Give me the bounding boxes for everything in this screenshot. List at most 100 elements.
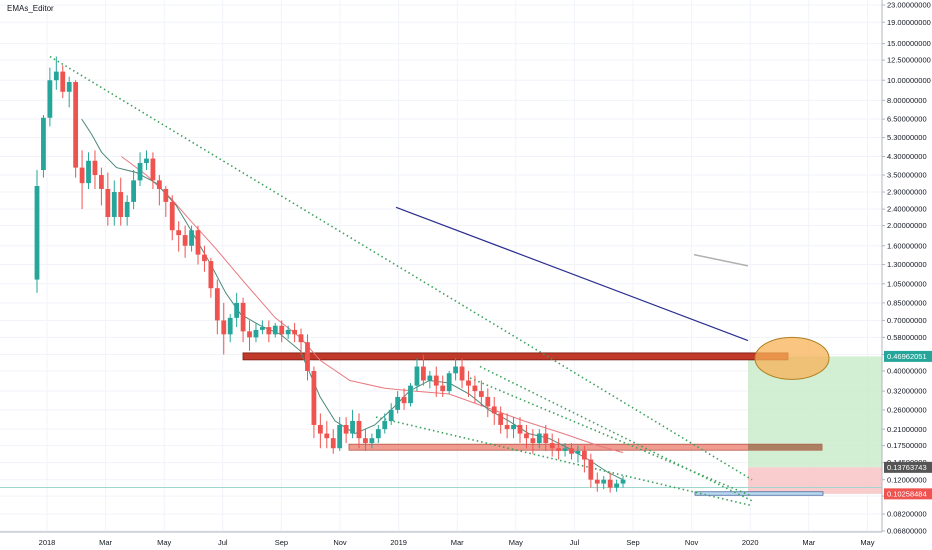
candle-body [556,448,562,451]
candle-body [421,366,426,381]
candle-body [588,459,594,480]
candle-body [330,438,336,449]
candle-body [350,420,355,434]
candle-body [111,192,117,217]
candle-body [260,327,265,330]
candle-body [356,420,362,439]
candle-body [73,82,79,168]
long-trend-line [395,206,749,342]
candle-body [614,483,619,488]
candle-body [53,71,59,81]
candle-body [536,433,542,444]
x-tick-label: 2019 [390,538,407,547]
low-box [694,491,824,496]
y-tick-label: 0.12000000 [887,475,927,484]
candle-body [549,443,555,449]
y-tick-label: 12.50000000 [887,56,931,65]
candle-body [182,235,188,246]
candle-body [369,438,375,444]
x-tick-label: Sep [626,538,639,547]
candle-body [208,261,214,289]
candle-body [195,230,201,255]
x-tick-label: 2018 [39,538,56,547]
indicator-label[interactable]: EMAs_Editor [7,4,54,13]
y-tick-label: 1.30000000 [887,260,927,269]
candle-body [401,396,407,404]
price-tag-label: 0.13763743 [887,463,927,472]
candle-body [47,80,53,118]
candle-body [575,450,581,454]
y-tick-label: 0.32000000 [887,387,927,396]
candle-body [305,342,310,371]
candle-body [99,175,104,189]
candle-body [156,180,162,189]
candle-body [124,201,130,217]
y-tick-label: 5.30000000 [887,133,927,142]
ema-slow-line [121,156,624,454]
candle-body [247,331,252,338]
y-tick-label: 0.21000000 [887,425,927,434]
candle-body [466,380,471,386]
price-tag-label: 0.46962051 [887,352,927,361]
candle-body [433,375,439,386]
candle-body [620,479,626,484]
y-tick-label: 0.58000000 [887,333,927,342]
candle-body [202,254,207,262]
candle-body [41,117,46,171]
candle-body [176,230,182,236]
candle-body [408,385,413,404]
candle-body [118,192,124,217]
candle-body [459,366,465,381]
candle-body [324,433,330,439]
candle-body [253,329,259,338]
x-tick-label: Mar [802,538,815,547]
y-tick-label: 0.70000000 [887,316,927,325]
candle-body [163,188,169,202]
support-zone-overlap [748,444,822,451]
y-tick-label: 8.00000000 [887,96,927,105]
price-tag [884,461,932,473]
candle-body [298,334,304,343]
price-tag [884,488,932,500]
candle-body [272,325,278,335]
x-tick-label: May [509,538,523,547]
candle-body [92,160,98,176]
candle-body [337,424,343,449]
candle-body [440,385,446,392]
candle-body [504,424,510,430]
short-grey-line [693,253,749,267]
candle-body [485,396,491,407]
candle-body [240,302,246,332]
y-tick-label: 0.26000000 [887,405,927,414]
highlight-ellipse [754,336,830,380]
candle-body [292,329,297,335]
x-tick-label: May [860,538,874,547]
candle-body [375,429,381,439]
candle-body [478,391,484,397]
candle-body [388,409,394,421]
y-tick-label: 0.06800000 [887,527,927,536]
candle-body [343,424,349,434]
candle-body [311,370,317,425]
candle-body [498,413,504,425]
y-tick-label: 1.60000000 [887,241,927,250]
candle-body [363,438,368,444]
candle-body [234,302,240,318]
candle-body [427,375,433,381]
candle-body [562,448,568,451]
x-tick-label: Sep [275,538,288,547]
y-tick-label: 0.08200000 [887,510,927,519]
x-tick-label: Jul [570,538,580,547]
candle-body [79,167,85,184]
candle-body [317,424,323,434]
candle-body [472,385,478,392]
candle-body [66,82,72,92]
y-tick-label: 1.05000000 [887,279,927,288]
y-tick-label: 4.30000000 [887,152,927,161]
channel-mid-line [469,377,753,497]
y-tick-label: 2.90000000 [887,188,927,197]
candle-body [594,479,600,484]
y-tick-label: 15.00000000 [887,39,931,48]
